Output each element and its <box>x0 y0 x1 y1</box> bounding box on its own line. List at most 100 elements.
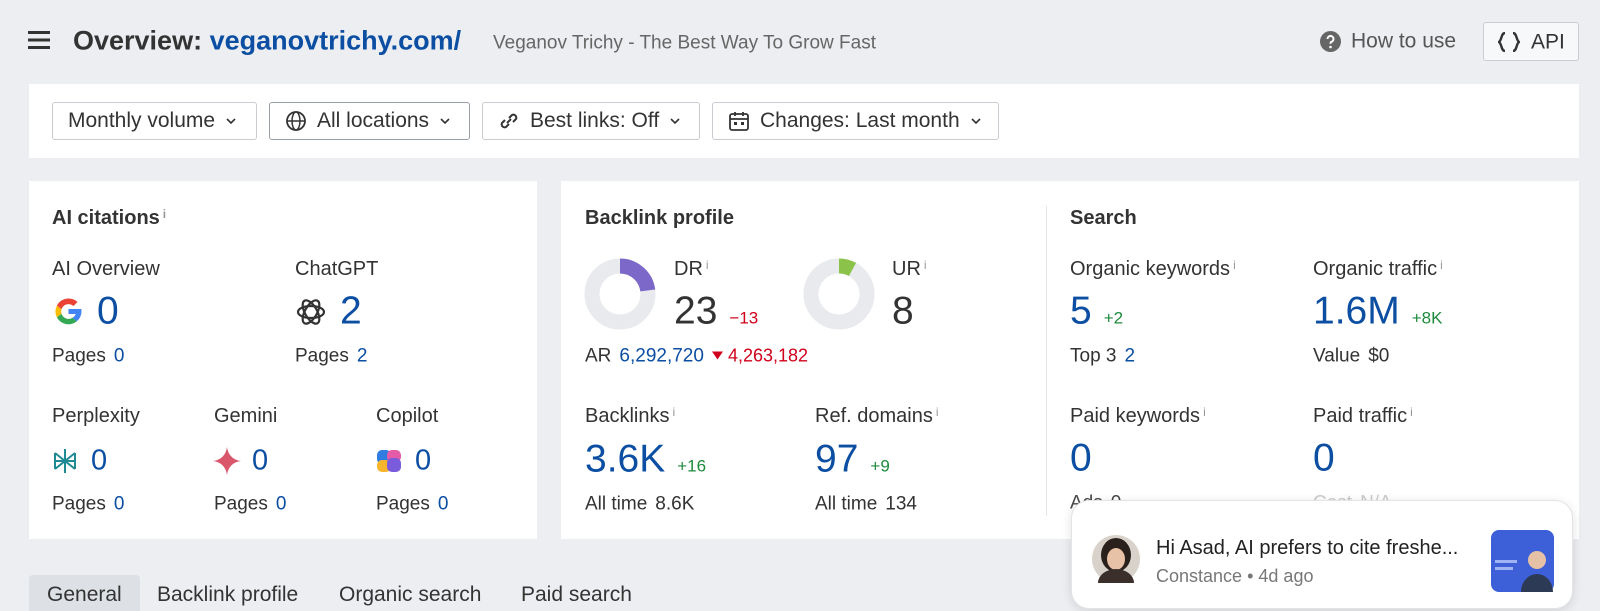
sub-label: Top 3 <box>1070 345 1117 367</box>
sub-value: 134 <box>885 493 917 515</box>
filter-locations[interactable]: All locations <box>269 102 470 140</box>
donut-track <box>803 258 875 330</box>
citation-value[interactable]: 2 <box>340 289 362 333</box>
time: 4d ago <box>1258 566 1314 586</box>
perplexity-icon <box>54 449 76 473</box>
sub-label: All time <box>815 493 878 515</box>
metric-label: Organic traffic i <box>1313 259 1443 279</box>
ar-label: AR <box>585 345 612 367</box>
source-name: ChatGPT <box>295 258 379 280</box>
google-icon <box>55 298 82 325</box>
notification-meta: Constance • 4d ago <box>1156 567 1313 585</box>
pages-row: Pages 2 <box>295 347 367 366</box>
copilot-icon <box>377 450 401 472</box>
metric-value[interactable]: 5 <box>1070 289 1092 333</box>
api-label: API <box>1531 30 1565 54</box>
filter-best-links[interactable]: Best links: Off <box>482 102 700 140</box>
label-text: Backlinks <box>585 405 670 427</box>
calendar-icon <box>729 112 749 131</box>
info-icon[interactable]: i <box>162 207 167 221</box>
thumbnail <box>1491 530 1554 592</box>
filter-volume[interactable]: Monthly volume <box>52 102 257 140</box>
gemini-icon <box>213 447 241 475</box>
api-button[interactable]: API <box>1483 22 1579 61</box>
pages-row: Pages 0 <box>214 495 286 514</box>
sub-value[interactable]: 2 <box>1124 345 1136 367</box>
source-name: Gemini <box>214 405 278 427</box>
metric-value[interactable]: 3.6K <box>585 437 666 481</box>
metric-label: DR i <box>674 259 709 279</box>
sub-value: 8.6K <box>655 493 695 515</box>
chevron <box>226 118 236 125</box>
citation-value[interactable]: 0 <box>415 444 432 477</box>
globe-icon <box>286 111 306 131</box>
info-icon[interactable]: i <box>1203 405 1206 419</box>
tab[interactable]: Organic search <box>339 583 482 606</box>
citation-value[interactable]: 0 <box>91 444 108 477</box>
tab[interactable]: Paid search <box>521 583 632 606</box>
info-icon[interactable]: i <box>672 405 676 419</box>
label-text: Ref. domains <box>815 405 933 427</box>
filter-label: Best links: Off <box>530 109 660 132</box>
metric-value[interactable]: 0 <box>1070 436 1092 480</box>
citation-value[interactable]: 0 <box>97 289 119 333</box>
info-icon[interactable]: i <box>1233 258 1236 272</box>
pages-value[interactable]: 0 <box>113 493 125 515</box>
notification[interactable]: Hi Asad, AI prefers to cite freshe... Co… <box>1071 500 1573 609</box>
metric-change: +8K <box>1411 308 1443 328</box>
info-icon[interactable]: i <box>705 258 709 272</box>
metric-value[interactable]: 1.6M <box>1313 289 1400 333</box>
pages-value[interactable]: 0 <box>113 345 125 367</box>
metric-value-row: 0 <box>1070 439 1092 478</box>
how-to-use[interactable]: How to use <box>1351 29 1457 53</box>
filter-label: Monthly volume <box>68 109 216 132</box>
chevron <box>440 118 450 125</box>
link-icon <box>500 113 518 129</box>
page-title: Overview: veganovtrichy.com/ <box>73 25 462 56</box>
ar-row: AR 6,292,720 4,263,182 <box>585 347 808 366</box>
label-text: Organic keywords <box>1070 258 1231 280</box>
pages-label: Pages <box>52 345 106 367</box>
dr-value: 23 <box>674 289 718 333</box>
info-icon[interactable]: i <box>923 258 927 272</box>
info-icon[interactable]: i <box>1410 405 1413 419</box>
citation-value[interactable]: 0 <box>252 444 269 477</box>
separator: • <box>1247 566 1254 586</box>
metric-value[interactable]: 0 <box>1313 436 1335 480</box>
metric-label: Ref. domains i <box>815 406 939 426</box>
tab-active[interactable]: General <box>29 575 140 611</box>
metric-label: Paid traffic i <box>1313 406 1413 426</box>
pages-value[interactable]: 0 <box>275 493 287 515</box>
metric-label: Paid keywords i <box>1070 406 1206 426</box>
dr-donut <box>584 258 656 330</box>
pages-value[interactable]: 0 <box>437 493 449 515</box>
card-title: Search <box>1070 207 1137 229</box>
metric-value-row: 5 +2 <box>1070 292 1123 331</box>
domain-link[interactable]: veganovtrichy.com/ <box>209 25 462 56</box>
metric-value[interactable]: 97 <box>815 437 859 481</box>
tab[interactable]: Backlink profile <box>157 583 299 606</box>
help-icon[interactable] <box>1320 31 1341 52</box>
metric-label: Organic keywords i <box>1070 259 1236 279</box>
pages-row: Pages 0 <box>52 347 124 366</box>
filter-changes[interactable]: Changes: Last month <box>712 102 999 140</box>
pages-label: Pages <box>214 493 268 515</box>
filter-label: Changes: Last month <box>760 109 960 132</box>
donut-arc <box>619 258 656 292</box>
metric-change: +2 <box>1103 308 1124 328</box>
metric-value-row: 23 −13 <box>674 292 758 331</box>
metric-value-row: 0 <box>1313 439 1335 478</box>
ai-citations-card <box>29 181 537 539</box>
label-text: UR <box>892 258 921 280</box>
sub-row: All time 8.6K <box>585 495 694 514</box>
pages-value[interactable]: 2 <box>356 345 368 367</box>
sub-row: All time 134 <box>815 495 917 514</box>
menu-icon[interactable] <box>28 31 50 49</box>
metric-label: UR i <box>892 259 927 279</box>
info-icon[interactable]: i <box>935 405 939 419</box>
ar-value[interactable]: 6,292,720 <box>619 345 704 367</box>
down-triangle <box>711 351 723 360</box>
info-icon[interactable]: i <box>1440 258 1443 272</box>
label-text: Paid keywords <box>1070 405 1201 427</box>
metric-value-row: 97 +9 <box>815 440 890 479</box>
